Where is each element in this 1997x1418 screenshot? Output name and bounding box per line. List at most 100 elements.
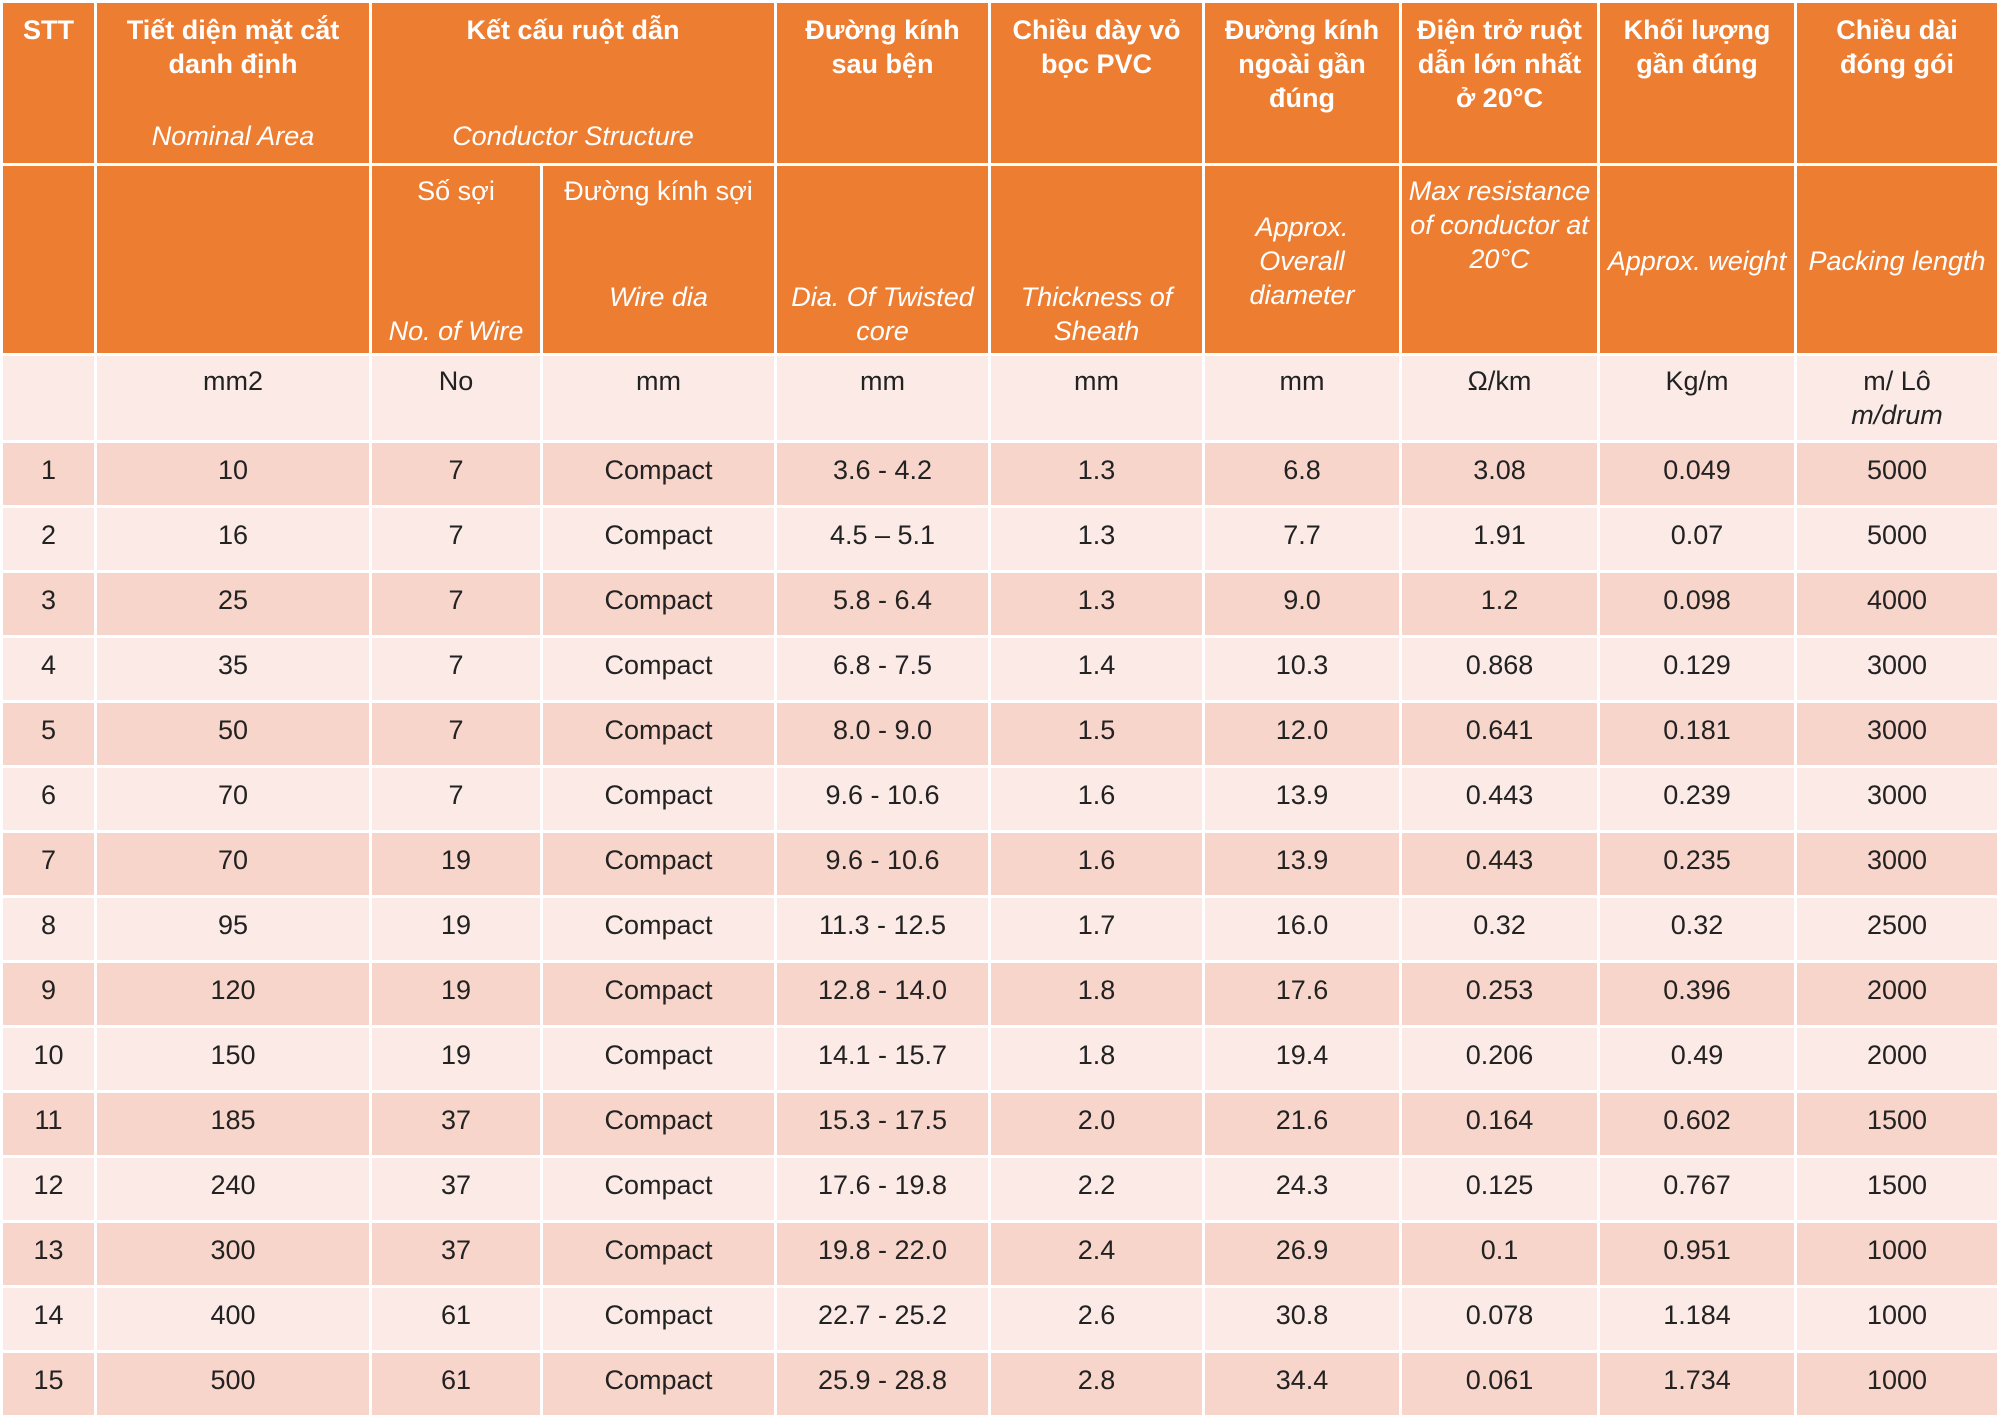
cell-packing: 1000 <box>1794 1220 1997 1288</box>
cell-weight: 0.951 <box>1597 1220 1797 1288</box>
table-row: 10 150 19 Compact 14.1 - 15.7 1.8 19.4 0.206 0.4… <box>0 1025 1997 1093</box>
cell-stt: 13 <box>0 1220 97 1288</box>
cell-wires: 19 <box>369 895 543 963</box>
cell-packing: 2000 <box>1794 960 1997 1028</box>
cell-resistance: 0.125 <box>1399 1155 1600 1223</box>
cell-area: 120 <box>94 960 372 1028</box>
subheader-resistance: Max resistance of conductor at 20°C <box>1399 163 1600 356</box>
cell-weight: 0.098 <box>1597 570 1797 638</box>
cell-sheath: 2.6 <box>988 1285 1205 1353</box>
table-row: 15 500 61 Compact 25.9 - 28.8 2.8 34.4 0.061 1.7… <box>0 1350 1997 1418</box>
cell-area: 35 <box>94 635 372 703</box>
header-row-top: STT Tiết diện mặt cắt danh định Nominal … <box>0 0 1997 166</box>
cell-twisted: 14.1 - 15.7 <box>774 1025 991 1093</box>
cell-packing: 1500 <box>1794 1090 1997 1158</box>
subheader-stt <box>0 163 97 356</box>
table-row: 4 35 7 Compact 6.8 - 7.5 1.4 10.3 0.868 0.129 300… <box>0 635 1997 703</box>
cell-weight: 0.129 <box>1597 635 1797 703</box>
header-twisted-core: Đường kính sau bện <box>774 0 991 166</box>
cell-overall: 21.6 <box>1202 1090 1402 1158</box>
cell-wire-dia: Compact <box>540 765 777 833</box>
unit-resistance: Ω/km <box>1399 353 1600 443</box>
cell-stt: 5 <box>0 700 97 768</box>
cell-area: 50 <box>94 700 372 768</box>
cell-packing: 4000 <box>1794 570 1997 638</box>
cell-overall: 10.3 <box>1202 635 1402 703</box>
cell-packing: 3000 <box>1794 765 1997 833</box>
cell-resistance: 0.641 <box>1399 700 1600 768</box>
table-row: 7 70 19 Compact 9.6 - 10.6 1.6 13.9 0.443 0.235 3… <box>0 830 1997 898</box>
cell-stt: 9 <box>0 960 97 1028</box>
cell-stt: 10 <box>0 1025 97 1093</box>
cell-packing: 1000 <box>1794 1350 1997 1418</box>
cell-overall: 6.8 <box>1202 440 1402 508</box>
cell-twisted: 17.6 - 19.8 <box>774 1155 991 1223</box>
cell-twisted: 5.8 - 6.4 <box>774 570 991 638</box>
cell-resistance: 0.164 <box>1399 1090 1600 1158</box>
cell-wires: 37 <box>369 1090 543 1158</box>
header-conductor-vi: Kết cấu ruột dẫn <box>466 15 680 45</box>
subheader-twisted: Dia. Of Twisted core <box>774 163 991 356</box>
cell-stt: 2 <box>0 505 97 573</box>
cell-packing: 5000 <box>1794 505 1997 573</box>
subheader-wire-dia-en: Wire dia <box>609 282 708 312</box>
table-row: 1 10 7 Compact 3.6 - 4.2 1.3 6.8 3.08 0.049 5000 <box>0 440 1997 508</box>
cell-area: 500 <box>94 1350 372 1418</box>
subheader-wires-en: No. of Wire <box>388 316 524 346</box>
cell-packing: 3000 <box>1794 700 1997 768</box>
header-nominal-area: Tiết diện mặt cắt danh định Nominal Area <box>94 0 372 166</box>
cell-wires: 7 <box>369 440 543 508</box>
cell-stt: 6 <box>0 765 97 833</box>
cell-area: 185 <box>94 1090 372 1158</box>
subheader-wire-dia-vi: Đường kính sợi <box>564 176 753 206</box>
unit-packing-en: m/drum <box>1851 400 1943 430</box>
cell-twisted: 8.0 - 9.0 <box>774 700 991 768</box>
cell-twisted: 6.8 - 7.5 <box>774 635 991 703</box>
cell-resistance: 0.206 <box>1399 1025 1600 1093</box>
cell-wires: 37 <box>369 1220 543 1288</box>
unit-wires: No <box>369 353 543 443</box>
cell-wire-dia: Compact <box>540 960 777 1028</box>
cell-weight: 0.396 <box>1597 960 1797 1028</box>
table-row: 13 300 37 Compact 19.8 - 22.0 2.4 26.9 0.1 0.951… <box>0 1220 1997 1288</box>
cell-resistance: 0.868 <box>1399 635 1600 703</box>
cell-overall: 13.9 <box>1202 765 1402 833</box>
header-packing: Chiều dài đóng gói <box>1794 0 1997 166</box>
cell-stt: 3 <box>0 570 97 638</box>
cell-sheath: 2.8 <box>988 1350 1205 1418</box>
cell-stt: 8 <box>0 895 97 963</box>
cell-resistance: 1.91 <box>1399 505 1600 573</box>
cell-wires: 7 <box>369 505 543 573</box>
cell-overall: 19.4 <box>1202 1025 1402 1093</box>
cell-packing: 3000 <box>1794 635 1997 703</box>
cell-sheath: 1.5 <box>988 700 1205 768</box>
table-row: 3 25 7 Compact 5.8 - 6.4 1.3 9.0 1.2 0.098 4000 <box>0 570 1997 638</box>
table-row: 2 16 7 Compact 4.5 – 5.1 1.3 7.7 1.91 0.07 5000 <box>0 505 1997 573</box>
unit-packing: m/ Lô m/drum <box>1794 353 1997 443</box>
cell-twisted: 11.3 - 12.5 <box>774 895 991 963</box>
table-row: 6 70 7 Compact 9.6 - 10.6 1.6 13.9 0.443 0.239 30… <box>0 765 1997 833</box>
cell-overall: 34.4 <box>1202 1350 1402 1418</box>
cell-sheath: 1.3 <box>988 570 1205 638</box>
cell-wire-dia: Compact <box>540 1220 777 1288</box>
subheader-weight: Approx. weight <box>1597 163 1797 356</box>
cell-twisted: 15.3 - 17.5 <box>774 1090 991 1158</box>
cell-area: 25 <box>94 570 372 638</box>
subheader-wire-dia: Đường kính sợi Wire dia <box>540 163 777 356</box>
unit-weight: Kg/m <box>1597 353 1797 443</box>
cell-resistance: 1.2 <box>1399 570 1600 638</box>
cell-weight: 0.602 <box>1597 1090 1797 1158</box>
cell-overall: 7.7 <box>1202 505 1402 573</box>
cell-wire-dia: Compact <box>540 635 777 703</box>
cell-packing: 5000 <box>1794 440 1997 508</box>
cell-weight: 0.49 <box>1597 1025 1797 1093</box>
cell-wire-dia: Compact <box>540 1090 777 1158</box>
cell-weight: 0.181 <box>1597 700 1797 768</box>
cell-area: 10 <box>94 440 372 508</box>
cell-twisted: 12.8 - 14.0 <box>774 960 991 1028</box>
cell-resistance: 3.08 <box>1399 440 1600 508</box>
cell-weight: 0.239 <box>1597 765 1797 833</box>
cell-weight: 1.734 <box>1597 1350 1797 1418</box>
